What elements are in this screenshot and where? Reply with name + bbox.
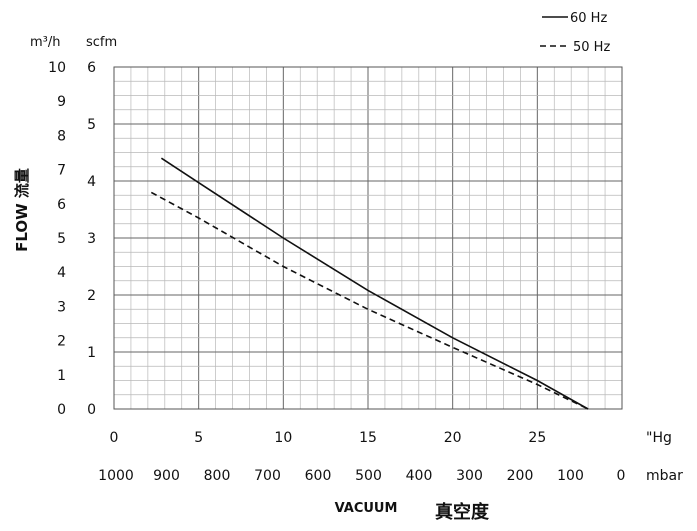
grid [113, 66, 623, 410]
y-tick-label-m3h: 1 [57, 368, 66, 384]
y-unit-right-label: scfm [86, 35, 117, 50]
x2-tick-label-mbar: 300 [456, 468, 483, 484]
legend-label-60hz: 60 Hz [570, 11, 607, 26]
plot-frame [113, 66, 623, 410]
axes [113, 66, 623, 410]
y-tick-label-scfm: 1 [87, 345, 96, 361]
x2-tick-label-mbar: 500 [355, 468, 382, 484]
legend: 60 Hz 50 Hz [540, 11, 610, 55]
y-tick-label-m3h: 10 [48, 60, 66, 76]
x2-tick-label-mbar: 400 [406, 468, 433, 484]
x2-tick-label-mbar: 900 [153, 468, 180, 484]
y-tick-label-m3h: 2 [57, 334, 66, 350]
y-tick-label-m3h: 7 [57, 163, 66, 179]
legend-label-50hz: 50 Hz [573, 40, 610, 55]
x-unit-label: "Hg [646, 430, 672, 446]
y-axis-title: FLOW 流量 [13, 168, 31, 252]
y-tick-label-m3h: 0 [57, 402, 66, 418]
y-tick-label-m3h: 3 [57, 299, 66, 315]
x-tick-label-inhg: 20 [444, 430, 462, 446]
y-tick-label-m3h: 9 [57, 94, 66, 110]
x2-tick-label-mbar: 800 [204, 468, 231, 484]
y-tick-label-scfm: 4 [87, 174, 96, 190]
y-tick-label-scfm: 6 [87, 60, 96, 76]
x-tick-label-inhg: 10 [274, 430, 292, 446]
x-tick-label-inhg: 5 [194, 430, 203, 446]
y-tick-label-scfm: 3 [87, 231, 96, 247]
x-tick-label-inhg: 25 [528, 430, 546, 446]
x-axis-title: VACUUM [335, 501, 398, 516]
x2-tick-label-mbar: 600 [305, 468, 332, 484]
x2-unit-label: mbar [646, 468, 683, 484]
y-tick-label-m3h: 6 [57, 197, 66, 213]
x-tick-label-inhg: 0 [110, 430, 119, 446]
x2-tick-label-mbar: 100 [557, 468, 584, 484]
y-tick-label-m3h: 4 [57, 265, 66, 281]
x2-tick-label-mbar: 0 [617, 468, 626, 484]
y-tick-label-scfm: 0 [87, 402, 96, 418]
series-lines [150, 157, 589, 410]
x2-tick-label-mbar: 700 [254, 468, 281, 484]
series-line-60hz [160, 157, 589, 410]
y-tick-label-m3h: 5 [57, 231, 66, 247]
y-tick-label-scfm: 2 [87, 288, 96, 304]
x-tick-label-inhg: 15 [359, 430, 377, 446]
x2-tick-label-mbar: 200 [507, 468, 534, 484]
y-tick-label-scfm: 5 [87, 117, 96, 133]
x-axis-title-secondary: 真空度 [435, 501, 490, 523]
y-tick-label-m3h: 8 [57, 128, 66, 144]
y-unit-left-label: m³/h [30, 35, 61, 50]
series-line-50hz [150, 191, 589, 410]
x2-tick-label-mbar: 1000 [98, 468, 134, 484]
